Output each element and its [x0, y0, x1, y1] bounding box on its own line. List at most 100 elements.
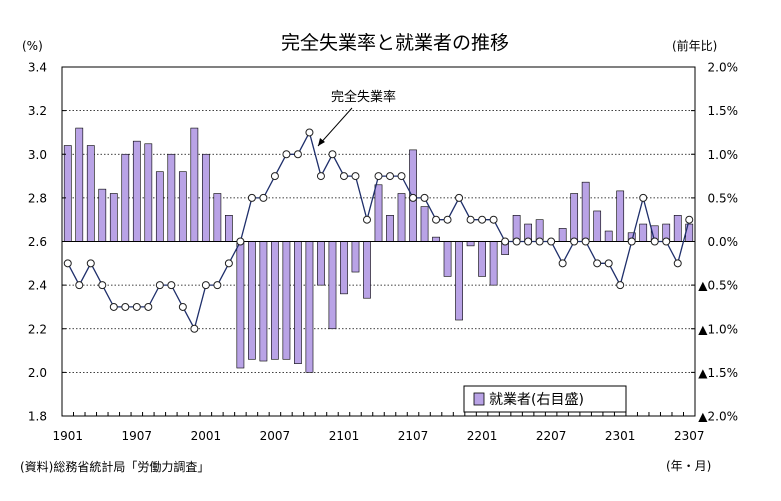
employment-bar	[351, 241, 360, 273]
employment-bar	[213, 193, 222, 242]
employment-bar	[86, 145, 95, 242]
right-axis-tick-label: 0.0%	[708, 235, 739, 249]
unemployment-rate-point	[224, 259, 233, 268]
left-axis-tick-label: 2.2	[28, 322, 47, 336]
x-axis-tick-label: 2001	[191, 429, 222, 443]
unemployment-rate-point	[616, 281, 625, 290]
unemployment-rate-point	[524, 237, 533, 246]
unemployment-rate-point	[662, 237, 671, 246]
employment-bar	[340, 241, 348, 295]
left-axis-tick-label: 3.2	[28, 104, 47, 118]
unemployment-rate-point	[247, 193, 256, 202]
unemployment-rate-point	[501, 237, 510, 246]
right-axis-tick-label: 1.0%	[708, 148, 739, 162]
unemployment-rate-point	[512, 237, 521, 246]
unemployment-rate-point	[236, 237, 245, 246]
employment-bar	[305, 241, 314, 373]
employment-bar	[178, 171, 187, 242]
right-axis-unit: (前年比)	[672, 38, 717, 53]
right-axis-tick-label: 1.5%	[708, 104, 739, 118]
employment-bar	[248, 241, 256, 360]
employment-bar	[639, 223, 648, 242]
unemployment-rate-point	[627, 237, 636, 246]
unemployment-rate-point	[639, 193, 648, 202]
employment-bar	[570, 193, 579, 242]
employment-bar	[363, 241, 371, 299]
employment-bar	[317, 241, 325, 286]
source-note: (資料)総務省統計局「労働力調査」	[20, 459, 209, 474]
left-axis-unit: (%)	[22, 39, 43, 53]
employment-bar	[616, 190, 625, 242]
unemployment-rate-point	[489, 215, 498, 224]
x-axis-tick-label: 2307	[674, 429, 705, 443]
unemployment-rate-point	[558, 259, 567, 268]
legend-swatch	[473, 392, 485, 406]
unemployment-rate-point	[409, 193, 418, 202]
unemployment-rate-point	[98, 281, 107, 290]
x-axis-tick-label: 1907	[122, 429, 153, 443]
employment-bar	[63, 145, 72, 242]
unemployment-rate-point	[63, 259, 72, 268]
chart-title: 完全失業率と就業者の推移	[281, 32, 509, 54]
unemployment-rate-point	[293, 150, 302, 159]
unemployment-rate-point	[374, 172, 383, 181]
right-axis-tick-label: 0.5%	[708, 191, 739, 205]
left-axis-tick-label: 2.0	[28, 366, 47, 380]
employment-bar	[236, 241, 245, 369]
unemployment-rate-point	[144, 302, 153, 311]
left-axis-tick-label: 3.4	[28, 61, 47, 75]
employment-bar	[478, 241, 486, 277]
employment-bar	[443, 241, 452, 277]
left-axis-tick-label: 3.0	[28, 148, 47, 162]
right-axis-tick-label: ▲2.0%	[698, 410, 738, 424]
unemployment-rate-point	[190, 324, 199, 333]
employment-bar	[98, 188, 107, 242]
right-axis-tick-label: ▲0.5%	[698, 279, 738, 293]
unemployment-rate-point	[132, 302, 141, 311]
unemployment-rate-point	[397, 172, 406, 181]
unemployment-rate-point	[570, 237, 579, 246]
legend-label: 就業者(右目盛)	[489, 392, 584, 408]
employment-bar	[420, 206, 429, 242]
employment-bar	[673, 215, 682, 242]
unemployment-rate-point	[167, 281, 176, 290]
employment-bar	[271, 241, 279, 360]
unemployment-rate-point	[604, 259, 613, 268]
employment-bar	[558, 228, 567, 242]
employment-bar	[190, 127, 199, 242]
legend: 就業者(右目盛)	[463, 385, 627, 413]
employment-bar	[466, 241, 475, 247]
x-axis-unit: (年・月)	[666, 459, 711, 473]
unemployment-rate-point	[201, 281, 210, 290]
unemployment-rate-point	[547, 237, 556, 246]
unemployment-rate-point	[282, 150, 291, 159]
employment-bar	[132, 140, 141, 242]
employment-bar	[397, 193, 406, 242]
unemployment-rate-point	[593, 259, 602, 268]
employment-bar	[455, 241, 463, 321]
unemployment-rate-point	[259, 193, 268, 202]
unemployment-rate-point	[75, 281, 84, 290]
unemployment-rate-point	[535, 237, 544, 246]
unemployment-rate-point	[86, 259, 95, 268]
employment-bar	[328, 241, 337, 330]
x-axis-tick-label: 2101	[329, 429, 360, 443]
unemployment-rate-point	[673, 259, 682, 268]
unemployment-rate-point	[466, 215, 475, 224]
x-axis-tick-label: 1901	[52, 429, 83, 443]
right-axis-tick-label: ▲1.0%	[698, 322, 738, 336]
unemployment-rate-point	[316, 172, 325, 181]
x-axis-tick-label: 2301	[605, 429, 636, 443]
unemployment-rate-point	[362, 215, 371, 224]
unemployment-rate-point	[305, 128, 314, 137]
employment-bar	[581, 181, 590, 242]
right-axis-tick-label: ▲1.5%	[698, 366, 738, 380]
employment-bar	[167, 153, 176, 242]
left-axis-tick-label: 1.8	[28, 410, 47, 424]
unemployment-rate-point	[339, 172, 348, 181]
employment-bar	[489, 241, 498, 286]
x-axis-tick-label: 2007	[260, 429, 291, 443]
unemployment-rate-point	[178, 302, 187, 311]
unemployment-rate-point	[213, 281, 222, 290]
right-axis-tick-label: 2.0%	[708, 61, 739, 75]
